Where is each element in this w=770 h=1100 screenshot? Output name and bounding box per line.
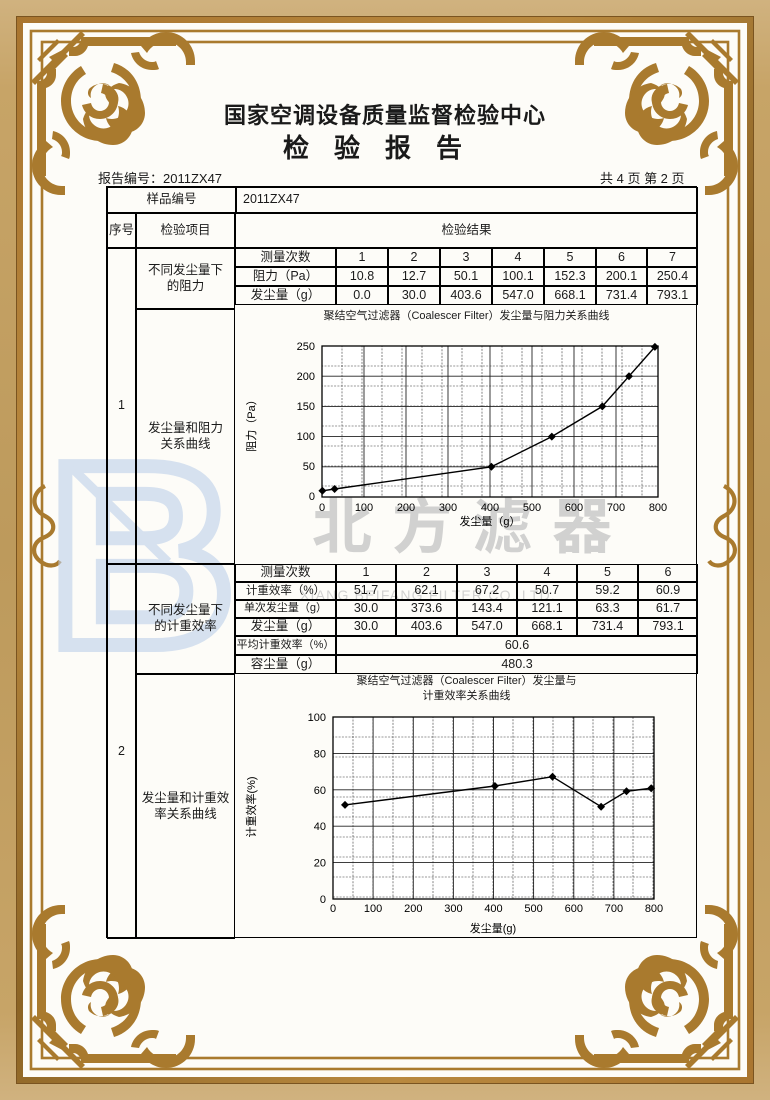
svg-text:60: 60: [314, 785, 326, 797]
svg-text:300: 300: [439, 502, 457, 514]
svg-text:700: 700: [607, 502, 625, 514]
svg-text:500: 500: [523, 502, 541, 514]
svg-text:发尘量(g): 发尘量(g): [470, 921, 516, 935]
svg-text:100: 100: [355, 502, 373, 514]
svg-text:200: 200: [397, 502, 415, 514]
svg-text:300: 300: [444, 903, 462, 915]
svg-text:计重效率(%): 计重效率(%): [244, 776, 258, 837]
svg-text:250: 250: [297, 341, 315, 353]
svg-text:100: 100: [297, 431, 315, 443]
svg-text:200: 200: [404, 903, 422, 915]
svg-text:50: 50: [303, 461, 315, 473]
svg-text:0: 0: [309, 491, 315, 503]
svg-text:0: 0: [320, 894, 326, 906]
svg-text:400: 400: [481, 502, 499, 514]
svg-text:80: 80: [314, 748, 326, 760]
svg-text:500: 500: [524, 903, 542, 915]
svg-text:200: 200: [297, 371, 315, 383]
svg-text:600: 600: [565, 502, 583, 514]
svg-text:100: 100: [308, 712, 326, 724]
svg-text:20: 20: [314, 858, 326, 870]
svg-text:400: 400: [484, 903, 502, 915]
svg-text:阻力（Pa）: 阻力（Pa）: [245, 394, 258, 451]
svg-text:100: 100: [364, 903, 382, 915]
svg-text:0: 0: [330, 903, 336, 915]
svg-text:40: 40: [314, 821, 326, 833]
svg-text:发尘量（g）: 发尘量（g）: [459, 514, 520, 528]
svg-text:800: 800: [645, 903, 663, 915]
svg-text:0: 0: [319, 502, 325, 514]
svg-text:150: 150: [297, 401, 315, 413]
svg-text:800: 800: [649, 502, 667, 514]
svg-text:700: 700: [605, 903, 623, 915]
svg-text:600: 600: [565, 903, 583, 915]
